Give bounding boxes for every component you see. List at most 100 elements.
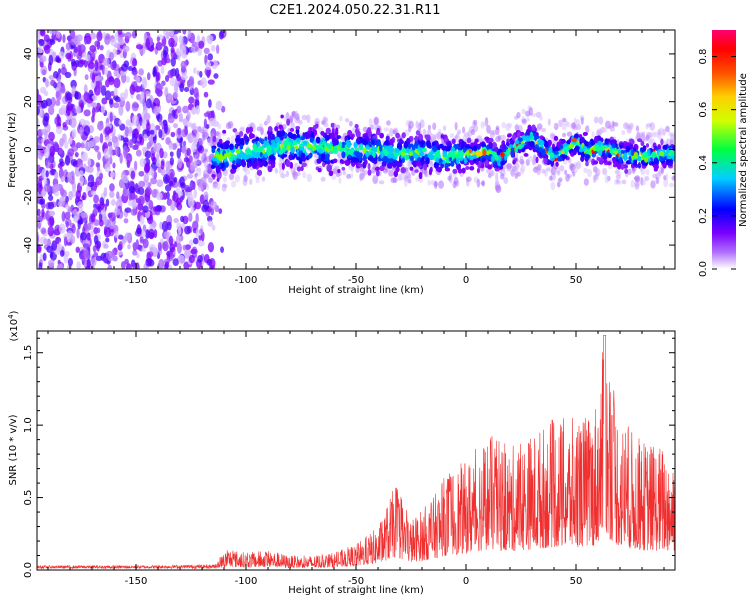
spectrogram-cell bbox=[285, 160, 291, 168]
spectrogram-cell bbox=[105, 237, 110, 243]
spectrogram-cell bbox=[135, 227, 142, 235]
spectrogram-cell bbox=[287, 141, 292, 146]
spectrogram-cell bbox=[87, 157, 92, 167]
spectrogram-cell bbox=[155, 124, 161, 131]
spectrogram-cell bbox=[289, 127, 295, 132]
spectrogram-cell bbox=[167, 93, 173, 100]
spectrogram-cell bbox=[496, 151, 501, 156]
spectrogram-cell bbox=[37, 94, 42, 106]
spectrogram-cell bbox=[326, 143, 333, 150]
spectrogram-cell bbox=[307, 154, 312, 159]
spectrogram-cell bbox=[110, 171, 115, 179]
spectrogram-x-tick-label: -150 bbox=[125, 275, 148, 286]
spectrogram-cell bbox=[670, 133, 675, 143]
spectrogram-cell bbox=[211, 224, 216, 231]
spectrogram-cell bbox=[473, 119, 478, 126]
spectrogram-cell bbox=[463, 157, 468, 165]
spectrogram-cell bbox=[212, 135, 217, 143]
spectrogram-cell bbox=[132, 249, 138, 256]
spectrogram-cell bbox=[309, 138, 314, 143]
spectrogram-cell bbox=[338, 141, 343, 148]
spectrogram-cell bbox=[541, 127, 547, 133]
spectrogram-cell bbox=[118, 36, 124, 44]
spectrogram-cell bbox=[74, 59, 80, 68]
spectrogram-cell bbox=[105, 198, 110, 207]
spectrogram-cell bbox=[297, 166, 302, 172]
spectrogram-cell bbox=[176, 242, 182, 254]
spectrogram-cell bbox=[141, 146, 148, 153]
spectrogram-cell bbox=[228, 172, 235, 181]
spectrogram-cell bbox=[523, 153, 529, 157]
spectrogram-cell bbox=[409, 155, 414, 162]
spectrogram-cell bbox=[640, 132, 646, 141]
spectrogram-cell bbox=[143, 134, 148, 142]
spectrogram-cell bbox=[519, 167, 525, 175]
spectrogram-cell bbox=[186, 111, 191, 120]
spectrogram-cell bbox=[52, 70, 59, 79]
spectrogram-cell bbox=[203, 173, 210, 179]
spectrogram-cell bbox=[59, 249, 65, 257]
spectrogram-cell bbox=[358, 163, 363, 168]
spectrogram-cell bbox=[525, 135, 530, 142]
spectrogram-cell bbox=[591, 131, 595, 138]
spectrogram-cell bbox=[212, 183, 218, 190]
spectrogram-cell bbox=[571, 122, 576, 129]
spectrogram-cell bbox=[443, 125, 447, 131]
spectrogram-cell bbox=[131, 69, 138, 75]
spectrogram-cell bbox=[43, 238, 49, 245]
spectrogram-cell bbox=[367, 127, 372, 134]
spectrogram-cell bbox=[291, 146, 295, 152]
spectrogram-cell bbox=[162, 240, 169, 252]
spectrogram-cell bbox=[206, 34, 214, 43]
spectrogram-cell bbox=[107, 264, 113, 269]
spectrogram-cell bbox=[408, 120, 414, 129]
spectrogram-cell bbox=[179, 136, 183, 148]
spectrogram-cell bbox=[191, 142, 197, 153]
spectrogram-cell bbox=[424, 134, 429, 139]
spectrogram-cell bbox=[257, 146, 263, 153]
spectrogram-cell bbox=[633, 176, 640, 181]
spectrogram-cell bbox=[49, 145, 56, 157]
spectrogram-cell bbox=[112, 162, 116, 169]
spectrogram-cell bbox=[154, 88, 161, 95]
spectrogram-cell bbox=[561, 117, 567, 123]
spectrogram-cell bbox=[179, 176, 185, 187]
spectrogram-cell bbox=[90, 32, 97, 40]
spectrogram-cell bbox=[220, 246, 224, 253]
spectrogram-cell bbox=[278, 124, 283, 130]
spectrogram-cell bbox=[482, 121, 488, 127]
spectrogram-cell bbox=[113, 117, 121, 127]
spectrogram-cell bbox=[143, 164, 150, 174]
spectrogram-cell bbox=[290, 122, 296, 129]
spectrogram-cell bbox=[169, 151, 174, 158]
spectrogram-cell bbox=[130, 208, 138, 216]
spectrogram-cell bbox=[466, 137, 472, 144]
spectrogram-cell bbox=[340, 160, 346, 164]
spectrogram-cell bbox=[341, 135, 346, 144]
spectrogram-cell bbox=[427, 179, 431, 186]
spectrogram-cell bbox=[169, 157, 175, 166]
spectrogram-cell bbox=[129, 84, 136, 95]
spectrogram-cell bbox=[117, 133, 122, 142]
spectrogram-cell bbox=[188, 254, 195, 264]
spectrogram-cell bbox=[92, 245, 97, 253]
spectrogram-cell bbox=[93, 251, 99, 258]
spectrogram-cell bbox=[61, 211, 66, 222]
spectrogram-cell bbox=[427, 124, 432, 130]
spectrogram-cell bbox=[103, 186, 108, 193]
spectrogram-cell bbox=[94, 145, 99, 153]
spectrogram-cell bbox=[564, 169, 568, 175]
spectrogram-cell bbox=[69, 30, 76, 39]
spectrogram-cell bbox=[178, 35, 184, 44]
spectrogram-cell bbox=[342, 170, 347, 176]
spectrogram-cell bbox=[83, 109, 91, 117]
spectrogram-cell bbox=[96, 242, 100, 252]
spectrogram-cell bbox=[180, 74, 188, 80]
spectrogram-y-tick-label: -20 bbox=[23, 189, 34, 205]
spectrogram-cell bbox=[91, 52, 96, 58]
spectrogram-heatmap bbox=[37, 30, 675, 269]
spectrogram-cell bbox=[641, 147, 645, 152]
spectrogram-cell bbox=[149, 129, 155, 135]
spectrogram-cell bbox=[666, 155, 672, 160]
